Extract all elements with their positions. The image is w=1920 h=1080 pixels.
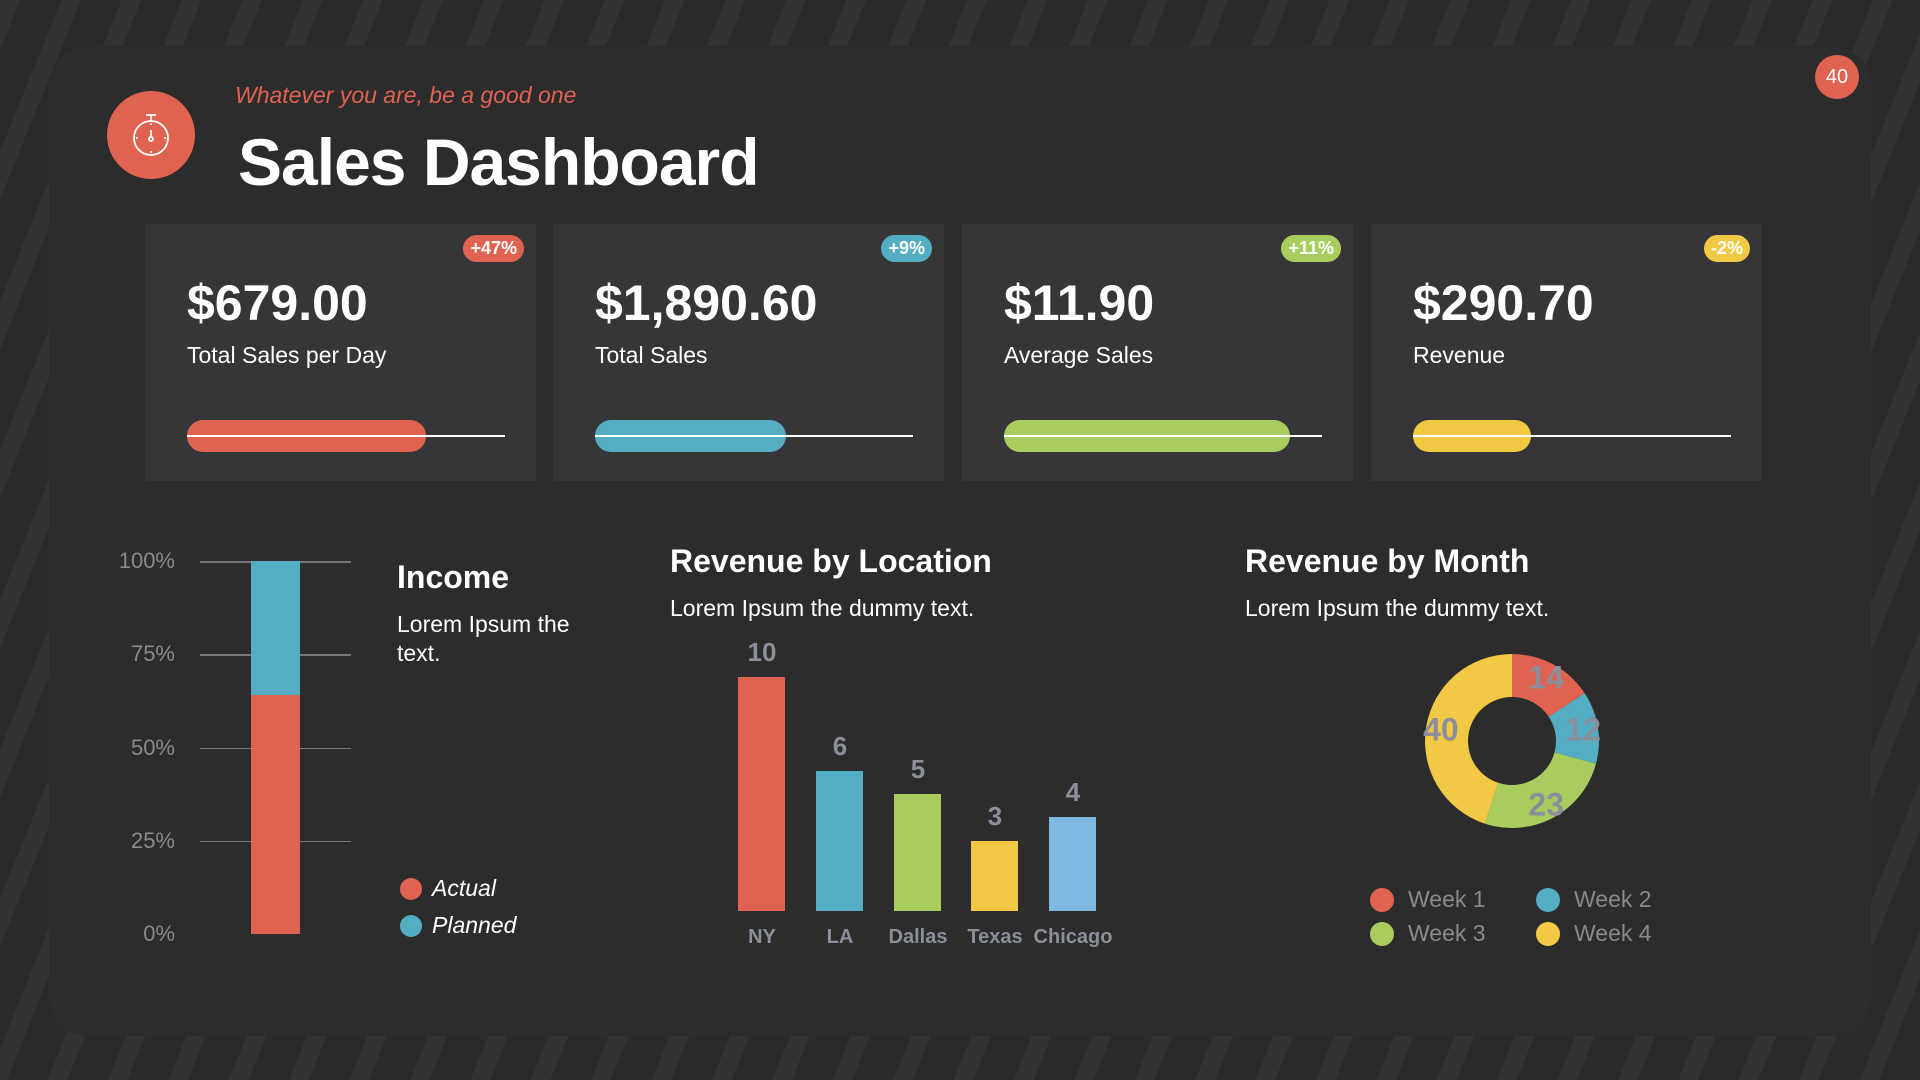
page-number-badge: 40 [1815,55,1859,99]
month-title: Revenue by Month [1245,543,1530,579]
progress-fill [1413,420,1531,452]
progress-bar [1004,420,1322,452]
progress-track [1413,435,1731,437]
donut-value-label: 40 [1423,712,1459,748]
bar-value-label: 5 [910,754,926,784]
donut-slice-2 [1548,693,1599,764]
location-text: Lorem Ipsum the dummy text. [670,595,975,621]
progress-fill [187,420,426,452]
month-text: Lorem Ipsum the dummy text. [1245,595,1550,621]
donut-value-label: 14 [1528,660,1564,696]
legend-label: Week 3 [1408,920,1486,946]
bar-value-label: 4 [1065,777,1081,808]
legend-dot [1370,888,1394,912]
legend-dot [1536,888,1560,912]
kpi-card: +47% $679.00 Total Sales per Day [145,224,536,481]
progress-bar [187,420,505,452]
bar-ny [738,677,785,911]
legend-dot-actual [400,878,422,900]
kpi-label: Total Sales [595,342,708,368]
change-badge: +9% [881,235,932,262]
income-title: Income [397,559,510,595]
bar-texas [971,840,1018,911]
change-badge: +47% [463,235,524,262]
bar-la [816,770,863,911]
legend-label-actual: Actual [432,875,496,901]
change-badge: -2% [1703,235,1750,262]
kpi-card: +9% $1,890.60 Total Sales [553,224,944,481]
progress-fill [595,420,786,452]
legend-label: Week 1 [1408,886,1486,912]
change-badge: +11% [1281,235,1341,262]
y-tick-label: 75% [130,641,175,667]
dashboard-panel [49,46,1871,1036]
bar-value-label: 10 [747,637,777,667]
kpi-card: +11% $11.90 Average Sales [962,224,1353,481]
kpi-value: $11.90 [1004,275,1155,331]
x-axis-label: Texas [967,926,1023,948]
progress-bar [1413,420,1731,452]
donut-value-label: 12 [1565,712,1601,748]
kpi-value: $290.70 [1413,275,1594,331]
legend-dot [1536,922,1560,946]
bar-value-label: 6 [832,730,848,761]
kpi-value: $679.00 [187,275,368,331]
progress-fill [1004,420,1291,452]
legend-label: Week 2 [1574,886,1652,912]
bar-actual [251,695,300,934]
legend-label-planned: Planned [432,912,517,938]
x-axis-label: Dallas [888,926,948,948]
donut-slice-1 [1512,654,1585,717]
y-tick-label: 25% [130,827,175,853]
y-tick-label: 0% [143,921,175,946]
legend-dot-planned [400,915,422,937]
y-tick-label: 100% [118,548,175,573]
kpi-card: -2% $290.70 Revenue [1371,224,1762,481]
x-axis-label: NY [748,926,776,948]
bar-value-label: 3 [987,800,1003,831]
bar-planned [251,561,300,696]
kpi-label: Revenue [1413,342,1506,368]
x-axis-label: LA [826,926,854,948]
legend-dot [1370,922,1394,946]
page-title: Sales Dashboard [238,125,760,199]
donut-value-label: 23 [1528,786,1564,822]
donut-slice-4 [1425,654,1512,824]
bar-chicago [1049,817,1096,911]
x-axis-label: Chicago [1033,926,1113,948]
quote-text: Whatever you are, be a good one [235,82,577,108]
stopwatch-icon [107,91,195,179]
y-tick-label: 50% [130,734,175,760]
donut-slice-3 [1484,752,1596,828]
kpi-label: Total Sales per Day [187,342,387,368]
progress-bar [595,420,913,452]
kpi-value: $1,890.60 [595,275,818,331]
bar-dallas [894,794,941,911]
location-title: Revenue by Location [670,543,992,579]
kpi-label: Average Sales [1004,342,1154,368]
income-text: Lorem Ipsum the text. [397,611,570,666]
legend-label: Week 4 [1574,920,1652,946]
